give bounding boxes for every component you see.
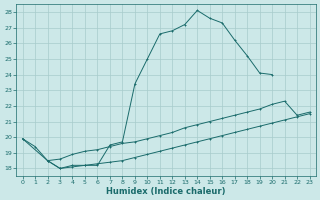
X-axis label: Humidex (Indice chaleur): Humidex (Indice chaleur) xyxy=(106,187,226,196)
